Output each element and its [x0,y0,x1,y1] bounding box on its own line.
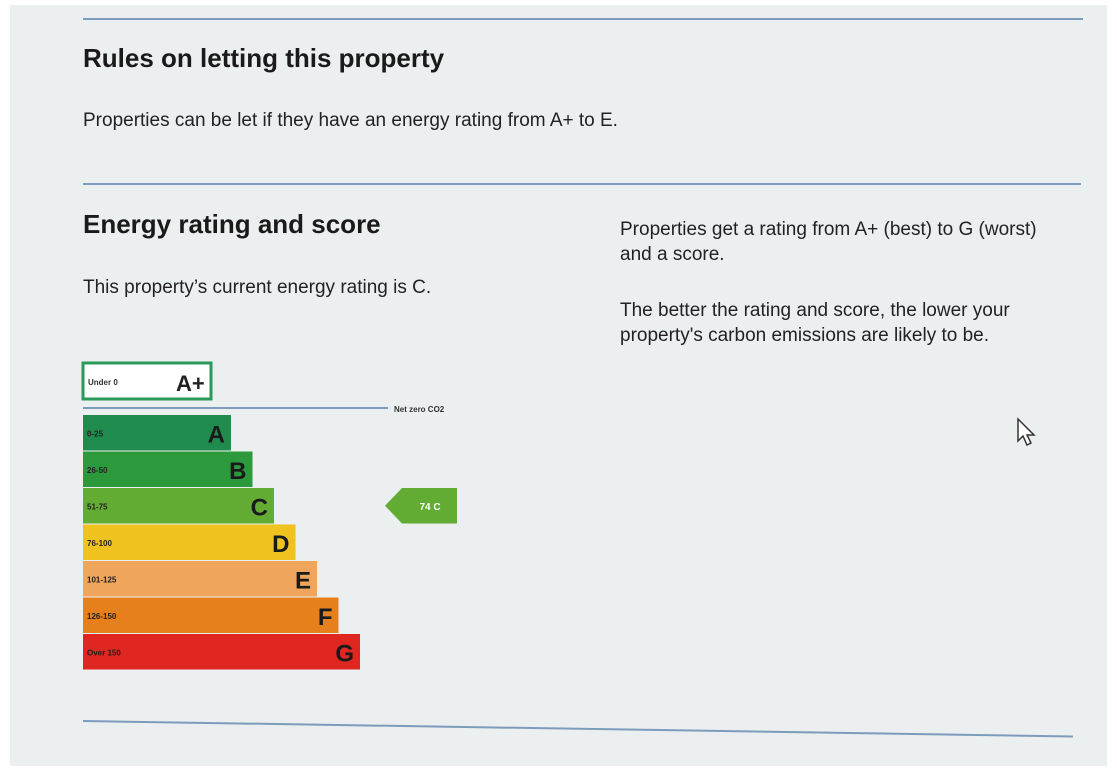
band-range: 101-125 [87,575,117,584]
band [83,488,274,524]
mouse-cursor [1015,417,1039,449]
band-range: 51-75 [87,502,108,511]
band-letter: C [251,494,268,521]
side-text: Properties get a rating from A+ (best) t… [620,217,1050,267]
section-title: Rules on letting this property [83,43,444,74]
band [83,525,296,561]
page: Rules on letting this property Propertie… [10,5,1107,766]
band [83,452,253,488]
band [83,598,339,634]
band-letter: A+ [176,371,205,396]
band-letter: A [208,421,225,448]
band-letter: B [229,458,246,485]
section-text: This property’s current energy rating is… [83,275,431,300]
energy-rating-chart: Under 0 A+ Net zero CO2 0-25 A 26-50 B 51-75 C 76… [80,353,560,683]
side-text: The better the rating and score, the low… [620,298,1080,348]
section-title: Energy rating and score [83,209,381,240]
band-letter: G [335,640,354,667]
band-range: 26-50 [87,466,108,475]
divider [83,720,1073,738]
band [83,561,317,597]
band-range: Under 0 [88,378,118,387]
divider [83,183,1081,185]
band [83,634,360,670]
band-range: 0-25 [87,429,104,438]
net-zero-label: Net zero CO2 [394,405,445,414]
band-range: Over 150 [87,648,121,657]
current-rating-label: 74 C [419,502,440,513]
section-text: Properties can be let if they have an en… [83,108,618,133]
band-range: 76-100 [87,539,112,548]
band-letter: E [295,567,311,594]
divider [83,18,1083,20]
band-letter: F [318,604,333,631]
band-letter: D [272,531,289,558]
band-range: 126-150 [87,612,117,621]
